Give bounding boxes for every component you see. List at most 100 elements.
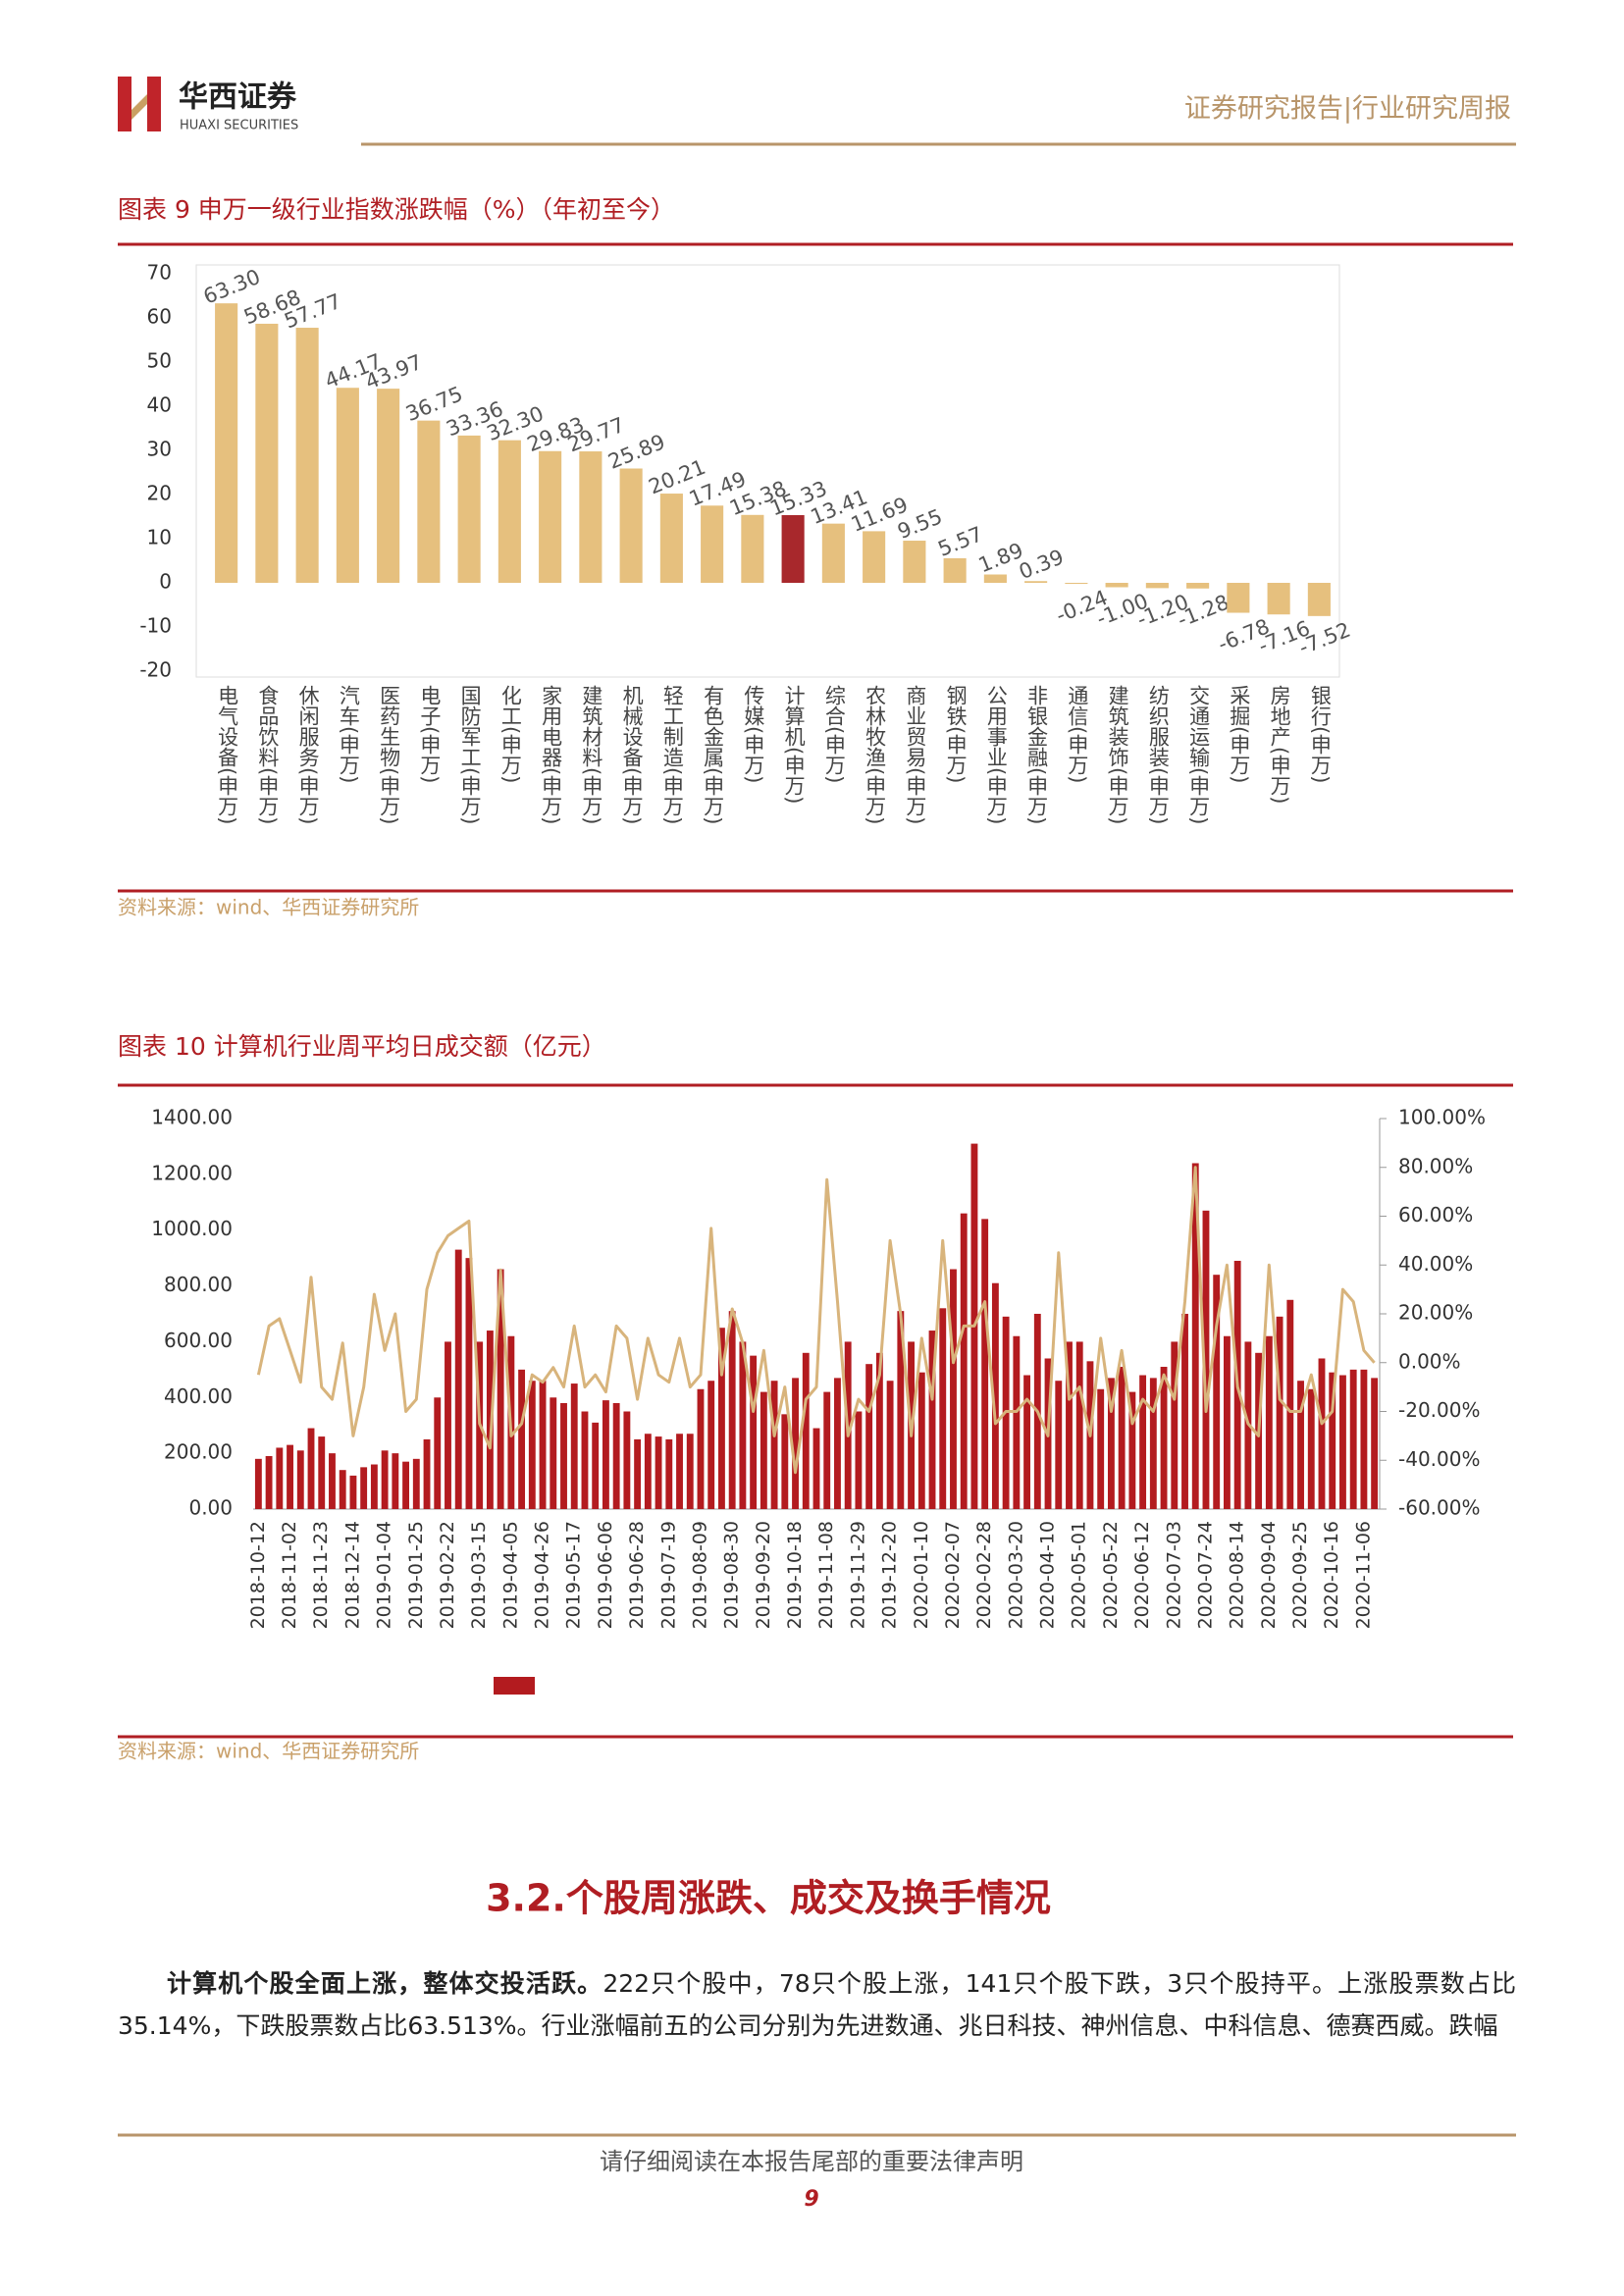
x-tick-label: 国防军工(申万) bbox=[458, 685, 482, 824]
bar bbox=[1128, 1391, 1136, 1509]
x-tick-label: 2020-02-28 bbox=[973, 1521, 995, 1629]
bar bbox=[1055, 1381, 1063, 1509]
x-tick-label: 银行(申万) bbox=[1308, 685, 1332, 783]
bar bbox=[943, 557, 967, 583]
bar bbox=[1191, 1163, 1199, 1509]
bar bbox=[812, 1428, 820, 1509]
bar bbox=[265, 1455, 273, 1509]
bar bbox=[1213, 1275, 1221, 1509]
bar bbox=[1265, 1335, 1273, 1509]
bar bbox=[1024, 581, 1048, 583]
bar bbox=[697, 1388, 705, 1509]
x-tick-label: 建筑材料(申万) bbox=[580, 685, 603, 824]
bar bbox=[465, 1258, 473, 1509]
bar bbox=[707, 1381, 715, 1509]
y2-tick-label: 40.00% bbox=[1398, 1252, 1473, 1276]
y2-tick-label: 80.00% bbox=[1398, 1154, 1473, 1177]
bar bbox=[592, 1422, 600, 1509]
bar bbox=[939, 1308, 947, 1509]
bar bbox=[1065, 583, 1088, 585]
bar bbox=[834, 1378, 841, 1509]
logo-stroke bbox=[131, 94, 147, 120]
x-tick-label: 2019-07-19 bbox=[657, 1521, 679, 1629]
bar bbox=[903, 541, 926, 583]
bar bbox=[296, 1450, 304, 1509]
bar bbox=[1186, 583, 1210, 589]
bar bbox=[1297, 1381, 1304, 1509]
y2-tick-label: 100.00% bbox=[1398, 1106, 1486, 1129]
bar bbox=[215, 303, 238, 583]
bar bbox=[579, 451, 602, 583]
x-tick-label: 公用事业(申万) bbox=[984, 685, 1008, 824]
y2-tick-label: -40.00% bbox=[1398, 1447, 1480, 1471]
x-tick-label: 食品饮料(申万) bbox=[256, 685, 280, 824]
bar bbox=[781, 515, 805, 583]
x-tick-label: 2020-07-24 bbox=[1194, 1521, 1216, 1629]
x-tick-label: 2020-05-01 bbox=[1069, 1521, 1090, 1629]
y-tick-label: 1000.00 bbox=[151, 1217, 233, 1240]
bar bbox=[1329, 1372, 1336, 1509]
x-tick-label: 2020-09-04 bbox=[1258, 1521, 1280, 1629]
y2-tick-label: -20.00% bbox=[1398, 1398, 1480, 1422]
bar bbox=[377, 389, 400, 583]
bar bbox=[329, 1453, 336, 1509]
x-tick-label: 2019-06-06 bbox=[595, 1521, 616, 1629]
bar bbox=[602, 1400, 609, 1509]
bar bbox=[863, 531, 886, 583]
bar bbox=[750, 1355, 758, 1509]
bar bbox=[644, 1434, 652, 1509]
x-tick-label: 钢铁(申万) bbox=[944, 685, 968, 783]
bar bbox=[417, 420, 441, 583]
logo-mark bbox=[118, 77, 161, 131]
bar bbox=[497, 1269, 504, 1509]
bar bbox=[445, 1341, 451, 1509]
x-tick-label: 电子(申万) bbox=[418, 685, 442, 783]
x-tick-label: 农林牧渔(申万) bbox=[864, 685, 887, 824]
source-note: 资料来源：wind、华西证券研究所 bbox=[118, 896, 419, 919]
bar bbox=[1227, 583, 1250, 613]
x-tick-label: 有色金属(申万) bbox=[702, 685, 725, 824]
bar bbox=[1223, 1335, 1231, 1509]
bar bbox=[381, 1450, 389, 1509]
y-tick-label: 600.00 bbox=[164, 1329, 233, 1352]
bar bbox=[539, 450, 562, 583]
bar bbox=[307, 1428, 315, 1509]
x-tick-label: 2018-10-12 bbox=[247, 1521, 269, 1629]
y-tick-label: 0 bbox=[159, 570, 172, 594]
x-tick-label: 2019-08-30 bbox=[721, 1521, 743, 1629]
bar bbox=[1286, 1299, 1294, 1509]
x-tick-label: 医药生物(申万) bbox=[378, 685, 401, 824]
x-tick-label: 轻工制造(申万) bbox=[660, 685, 684, 824]
y-tick-label: -10 bbox=[139, 614, 172, 638]
bar bbox=[1360, 1369, 1368, 1509]
bar bbox=[623, 1411, 631, 1509]
x-tick-label: 2019-03-15 bbox=[468, 1521, 490, 1629]
bar bbox=[1171, 1341, 1179, 1509]
y-tick-label: 50 bbox=[147, 349, 172, 373]
footer-disclaimer: 请仔细阅读在本报告尾部的重要法律声明 bbox=[600, 2148, 1023, 2175]
bar bbox=[486, 1331, 494, 1509]
bar bbox=[295, 328, 319, 583]
bar bbox=[792, 1378, 799, 1509]
y-tick-label: 70 bbox=[147, 261, 172, 285]
source-note: 资料来源：wind、华西证券研究所 bbox=[118, 1740, 419, 1763]
y2-tick-label: 60.00% bbox=[1398, 1203, 1473, 1226]
y-tick-label: 1200.00 bbox=[151, 1161, 233, 1184]
bar bbox=[855, 1411, 863, 1509]
bar bbox=[665, 1438, 673, 1509]
figure-title: 图表 9 申万一级行业指数涨跌幅（%）（年初至今） bbox=[118, 195, 675, 224]
bar bbox=[1013, 1335, 1021, 1509]
bar bbox=[739, 1341, 747, 1509]
bar bbox=[981, 1219, 989, 1509]
x-tick-label: 2019-08-09 bbox=[689, 1521, 710, 1629]
bar bbox=[1097, 1388, 1105, 1509]
bar bbox=[318, 1436, 326, 1509]
x-tick-label: 2019-01-25 bbox=[405, 1521, 427, 1629]
y2-tick-label: -60.00% bbox=[1398, 1496, 1480, 1520]
x-tick-label: 2018-11-23 bbox=[310, 1521, 332, 1629]
bar bbox=[336, 388, 359, 583]
x-tick-label: 2020-04-10 bbox=[1037, 1521, 1059, 1629]
bar bbox=[1066, 1341, 1073, 1509]
bar bbox=[886, 1381, 894, 1509]
bar bbox=[875, 1352, 883, 1509]
